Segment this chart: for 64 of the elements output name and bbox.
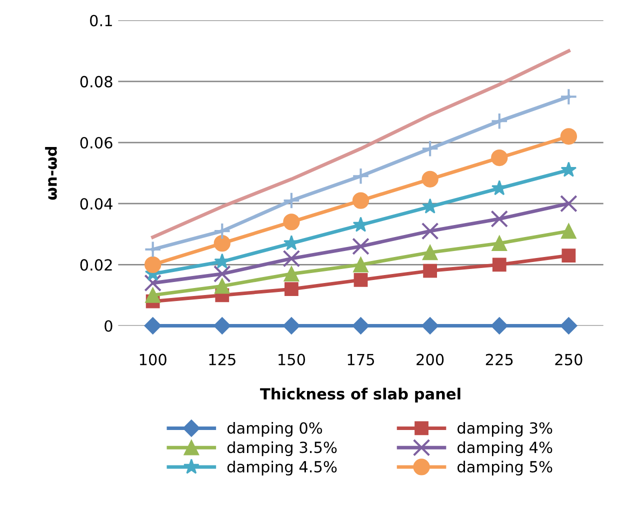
point [352,167,370,185]
point [422,170,438,188]
point [214,317,231,334]
x-tick-label: 200 [416,354,444,366]
point [422,317,439,334]
point [560,194,578,212]
point [213,265,231,283]
x-tick-label: 150 [278,354,306,366]
legend-label: damping 4% [458,441,552,456]
point [145,288,160,303]
point [561,223,576,239]
y-tick-label: 0 [104,320,112,332]
point [144,274,162,292]
point [214,278,230,294]
point [492,236,508,251]
x-tick-label: 175 [348,354,374,366]
y-tick-label: 0.04 [80,198,112,210]
legend-label: damping 4.5% [227,460,337,476]
point [214,234,230,252]
x-tick-label: 250 [555,354,582,366]
point [284,266,300,282]
x-tick-label: 125 [209,354,236,366]
point [282,250,300,268]
x-tick-label: 225 [486,354,513,366]
point [490,210,508,228]
point [492,258,506,272]
point [421,222,439,240]
point [490,112,508,130]
x-axis-title: Thickness of slab panel [260,388,460,403]
point [144,240,162,258]
point [144,317,162,334]
y-tick-label: 0.1 [90,14,112,26]
point [422,244,438,260]
point [423,264,438,278]
point [213,222,231,240]
point [354,273,368,287]
point [560,317,578,334]
point [560,162,577,177]
point [490,317,508,334]
legend-label: damping 5% [458,460,552,476]
point [562,248,576,262]
y-tick-label: 0.08 [80,76,112,88]
point [421,140,439,158]
point [560,88,578,106]
x-tick-label: 100 [140,354,166,366]
point [144,256,162,274]
legend-label: damping 0% [227,422,322,437]
point [283,214,300,230]
point [352,192,370,209]
legend-label: damping 3% [458,422,552,437]
legend-label: damping 3.5% [227,441,337,456]
point [282,192,300,210]
y-tick-label: 0.02 [80,259,112,271]
point [352,317,370,334]
y-tick-label: 0.06 [80,136,112,149]
line-series [151,49,570,239]
point [352,238,370,256]
point [560,128,578,145]
point [284,282,298,296]
point [491,149,508,166]
point [352,216,369,232]
point [353,257,368,272]
point [282,317,300,334]
y-axis-title: ωn-ωd [45,146,57,200]
